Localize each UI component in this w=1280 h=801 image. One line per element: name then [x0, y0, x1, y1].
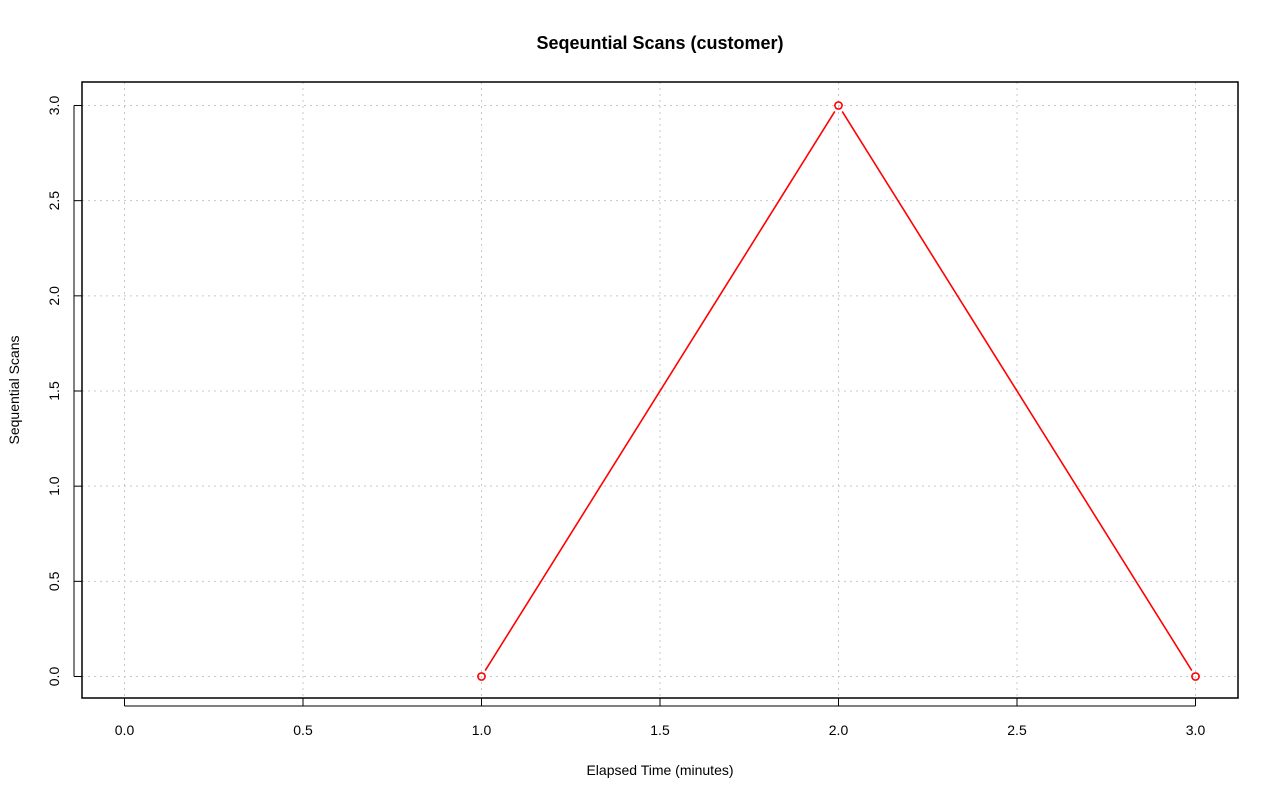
x-tick-label: 2.5	[1007, 722, 1027, 738]
series-line-segment	[484, 111, 836, 671]
x-axis: 0.0 0.5 1.0 1.5 2.0 2.5 3.0	[115, 698, 1206, 738]
y-tick-label: 1.5	[46, 381, 62, 401]
x-tick-label: 1.5	[650, 722, 670, 738]
y-tick-label: 0.5	[46, 571, 62, 591]
series	[477, 101, 1200, 681]
y-tick-label: 2.0	[46, 286, 62, 306]
data-point	[477, 672, 486, 681]
x-axis-label: Elapsed Time (minutes)	[586, 762, 733, 778]
x-tick-label: 1.0	[472, 722, 492, 738]
data-point	[834, 101, 843, 110]
x-tick-label: 2.0	[829, 722, 849, 738]
chart-title: Seqeuntial Scans (customer)	[536, 33, 783, 53]
y-axis-label: Sequential Scans	[6, 336, 22, 445]
y-tick-label: 2.5	[46, 191, 62, 211]
series-line-segment	[841, 111, 1193, 671]
grid	[82, 82, 1238, 698]
data-point	[1191, 672, 1200, 681]
y-tick-label: 0.0	[46, 667, 62, 687]
x-tick-label: 3.0	[1186, 722, 1206, 738]
x-tick-label: 0.0	[115, 722, 135, 738]
y-tick-label: 1.0	[46, 476, 62, 496]
y-axis: 0.0 0.5 1.0 1.5 2.0 2.5 3.0	[46, 96, 82, 687]
x-tick-label: 0.5	[293, 722, 313, 738]
y-tick-label: 3.0	[46, 96, 62, 116]
